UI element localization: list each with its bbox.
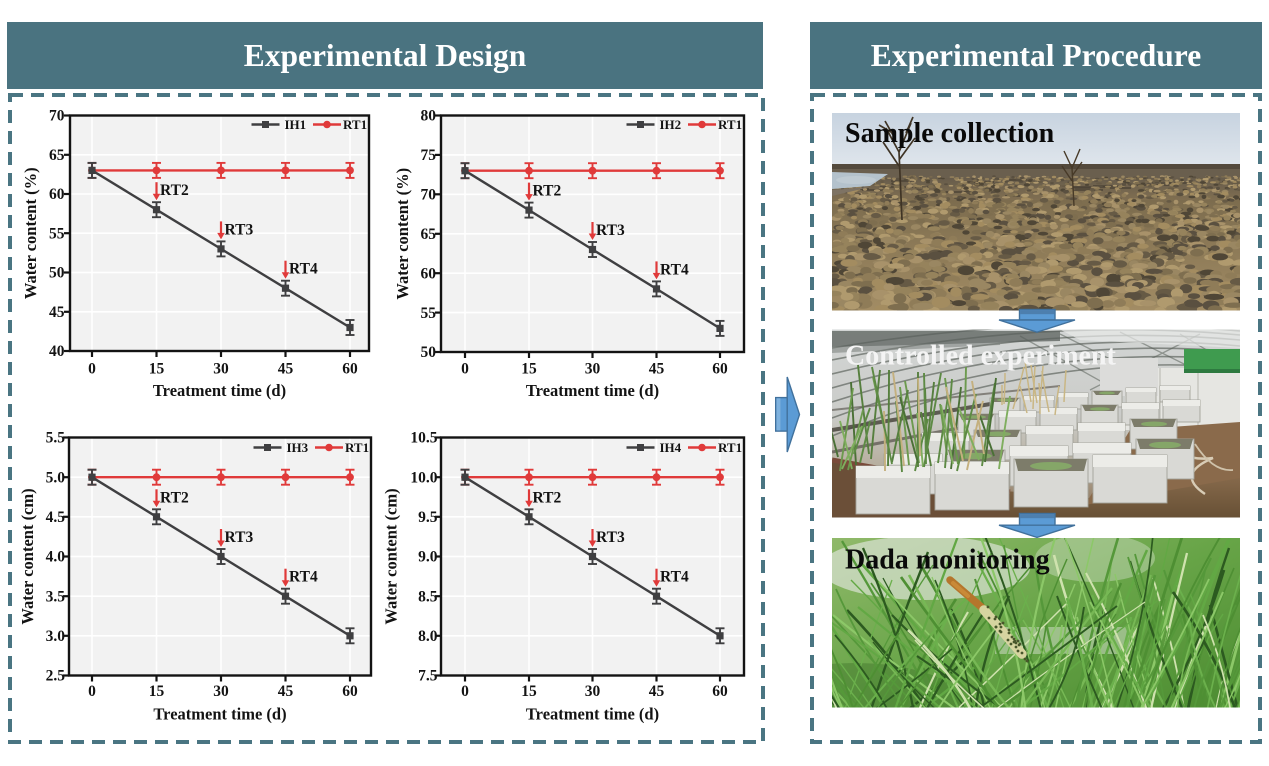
svg-text:60: 60 (421, 265, 437, 282)
svg-text:RT1: RT1 (718, 117, 742, 132)
svg-text:70: 70 (421, 187, 437, 204)
svg-text:30: 30 (585, 683, 601, 700)
svg-text:9.0: 9.0 (418, 549, 438, 566)
svg-text:Water content (cm): Water content (cm) (18, 488, 37, 624)
svg-text:60: 60 (712, 683, 728, 700)
svg-text:30: 30 (213, 683, 229, 700)
svg-text:Water content (cm): Water content (cm) (382, 488, 401, 624)
svg-text:70: 70 (49, 108, 65, 125)
svg-text:Experimental Procedure: Experimental Procedure (871, 38, 1201, 73)
svg-text:8.5: 8.5 (418, 588, 438, 605)
svg-text:RT4: RT4 (660, 569, 689, 586)
svg-text:4.0: 4.0 (46, 549, 66, 566)
svg-text:Water content (%): Water content (%) (393, 168, 412, 300)
svg-text:Treatment time (d): Treatment time (d) (153, 381, 286, 400)
svg-text:0: 0 (88, 361, 96, 378)
svg-text:Experimental Design: Experimental Design (244, 38, 527, 73)
svg-text:RT3: RT3 (596, 222, 625, 239)
svg-text:60: 60 (49, 186, 65, 203)
svg-text:45: 45 (278, 683, 294, 700)
svg-text:2.5: 2.5 (46, 668, 66, 685)
svg-text:Water content (%): Water content (%) (21, 167, 40, 299)
svg-text:60: 60 (342, 683, 358, 700)
svg-text:55: 55 (421, 305, 437, 322)
svg-text:65: 65 (49, 147, 65, 164)
svg-text:80: 80 (421, 108, 437, 125)
svg-text:5.0: 5.0 (46, 469, 66, 486)
svg-text:RT2: RT2 (160, 182, 189, 199)
svg-text:RT1: RT1 (718, 440, 742, 455)
svg-text:55: 55 (49, 225, 65, 242)
svg-text:45: 45 (649, 683, 665, 700)
svg-text:Sample collection: Sample collection (845, 118, 1055, 149)
svg-text:30: 30 (585, 361, 601, 378)
svg-text:RT2: RT2 (533, 183, 562, 200)
svg-text:8.0: 8.0 (418, 628, 438, 645)
svg-text:RT3: RT3 (225, 529, 254, 546)
svg-text:IH4: IH4 (660, 440, 682, 455)
svg-text:30: 30 (213, 361, 229, 378)
svg-text:RT1: RT1 (345, 440, 369, 455)
svg-text:15: 15 (149, 683, 165, 700)
svg-text:40: 40 (49, 343, 65, 360)
svg-text:RT2: RT2 (533, 489, 562, 506)
svg-text:45: 45 (49, 304, 65, 321)
svg-text:IH3: IH3 (287, 440, 309, 455)
svg-text:IH1: IH1 (285, 117, 307, 132)
svg-text:75: 75 (421, 147, 437, 164)
svg-text:4.5: 4.5 (46, 509, 66, 526)
svg-text:RT2: RT2 (160, 489, 189, 506)
svg-text:60: 60 (712, 361, 728, 378)
svg-text:Controlled experiment: Controlled experiment (845, 341, 1117, 372)
svg-text:RT4: RT4 (289, 569, 318, 586)
svg-text:RT3: RT3 (596, 529, 625, 546)
svg-text:15: 15 (521, 361, 537, 378)
svg-text:RT4: RT4 (660, 261, 689, 278)
svg-text:RT3: RT3 (225, 221, 254, 238)
svg-text:45: 45 (278, 361, 294, 378)
svg-text:50: 50 (49, 265, 65, 282)
svg-text:50: 50 (421, 344, 437, 361)
svg-text:Treatment time (d): Treatment time (d) (526, 705, 659, 724)
svg-text:RT1: RT1 (343, 117, 367, 132)
svg-text:Treatment time (d): Treatment time (d) (153, 705, 286, 724)
svg-text:RT4: RT4 (289, 261, 318, 278)
svg-text:Dada monitoring: Dada monitoring (845, 545, 1050, 576)
svg-text:10.5: 10.5 (410, 430, 437, 447)
svg-text:45: 45 (649, 361, 665, 378)
svg-text:7.5: 7.5 (418, 668, 438, 685)
svg-text:60: 60 (342, 361, 358, 378)
svg-text:3.0: 3.0 (46, 628, 66, 645)
svg-text:0: 0 (461, 683, 469, 700)
svg-text:0: 0 (461, 361, 469, 378)
svg-text:Treatment time (d): Treatment time (d) (526, 381, 659, 400)
svg-text:15: 15 (149, 361, 165, 378)
svg-text:15: 15 (521, 683, 537, 700)
svg-text:10.0: 10.0 (410, 469, 437, 486)
svg-text:IH2: IH2 (660, 117, 682, 132)
svg-text:0: 0 (88, 683, 96, 700)
svg-text:9.5: 9.5 (418, 509, 438, 526)
svg-text:3.5: 3.5 (46, 588, 66, 605)
svg-text:65: 65 (421, 226, 437, 243)
svg-text:5.5: 5.5 (46, 430, 66, 447)
